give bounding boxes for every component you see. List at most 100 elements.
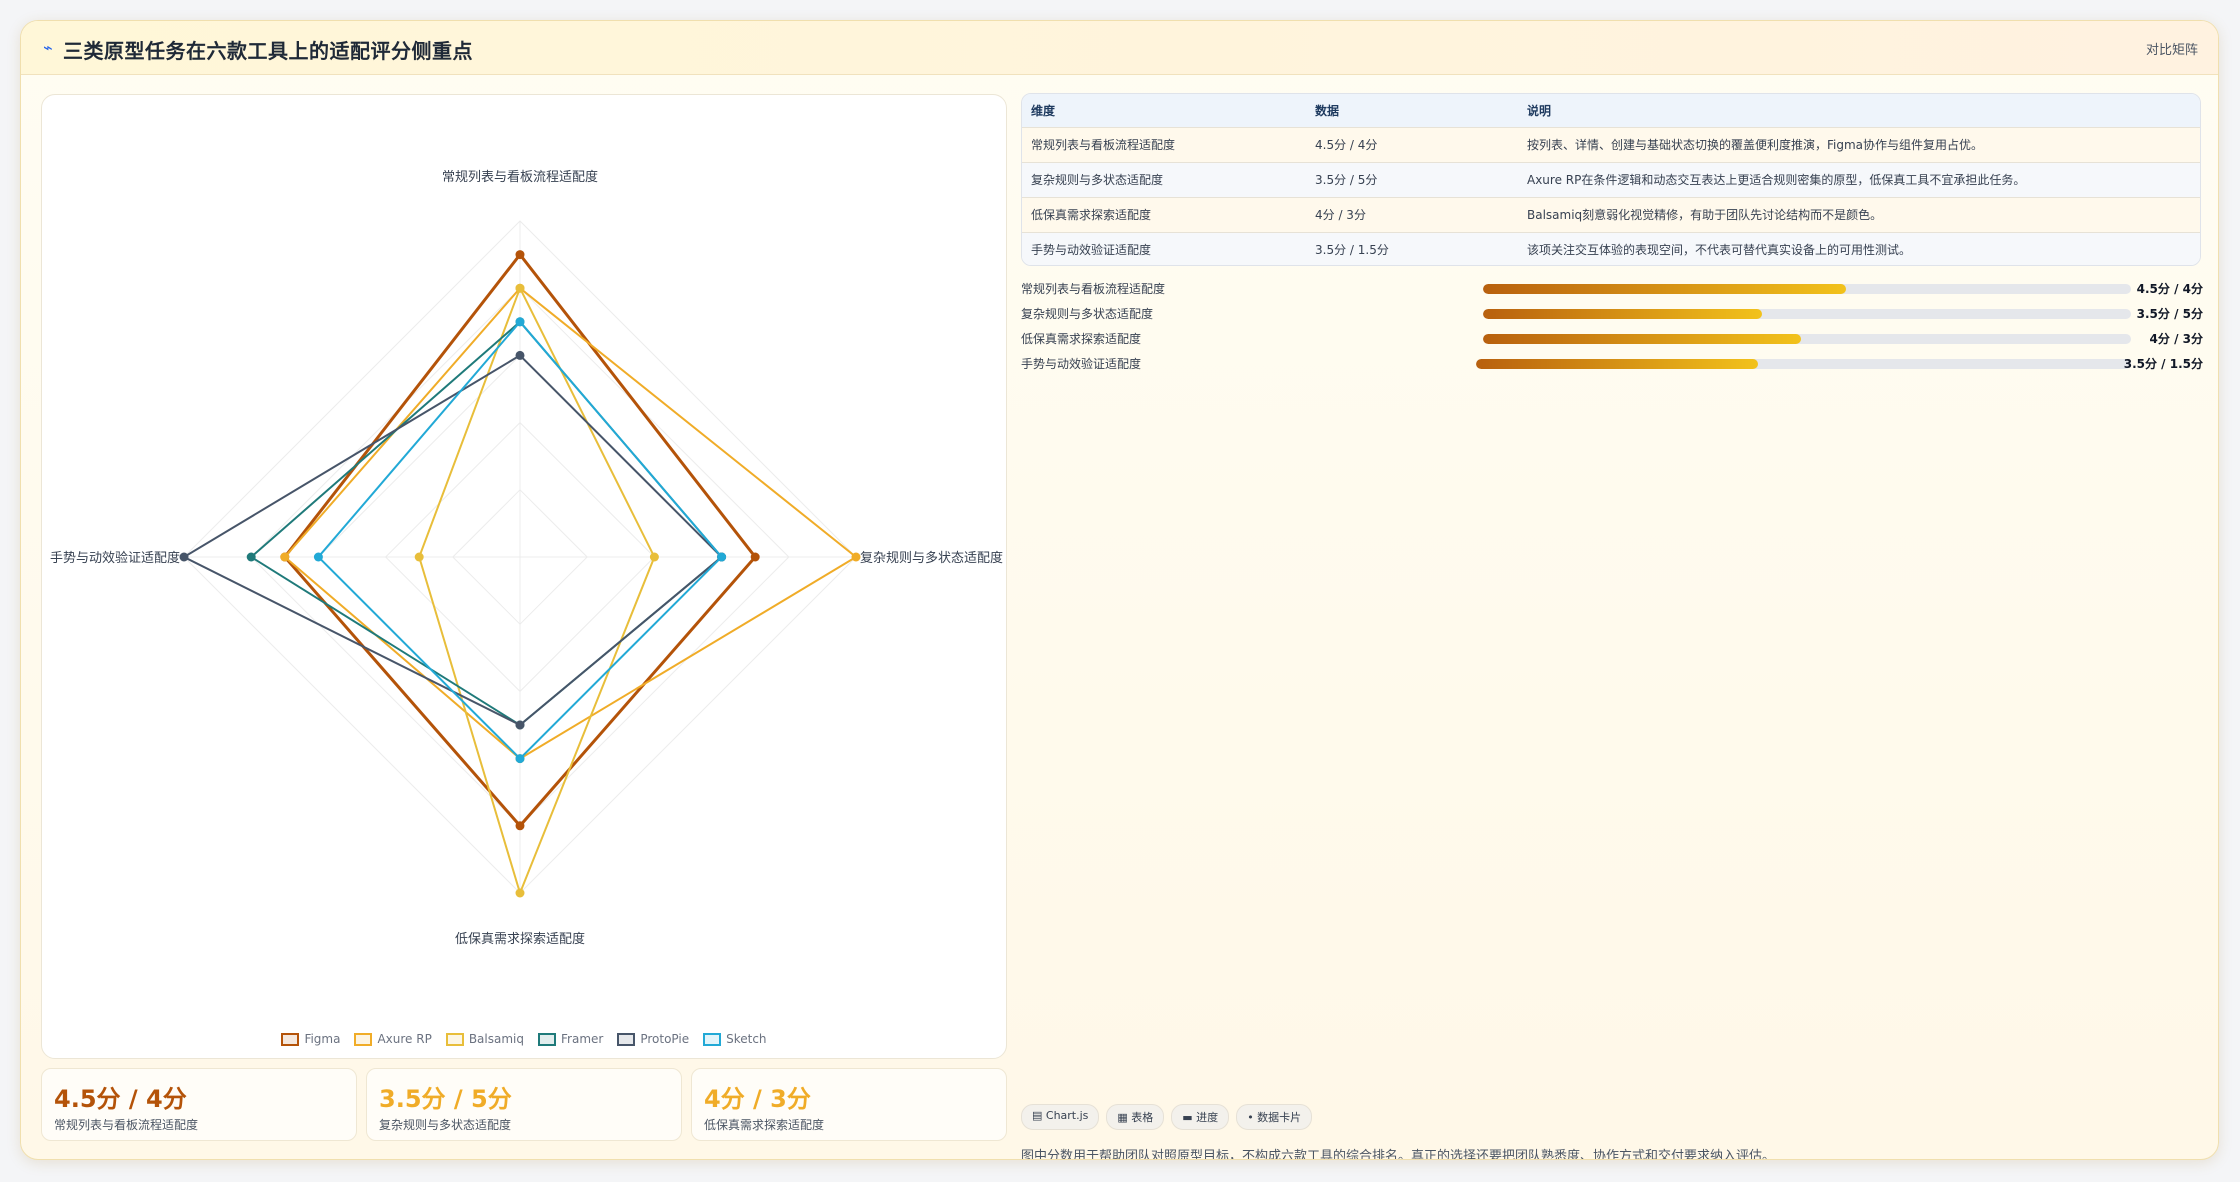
data-point xyxy=(515,350,525,360)
stat-label: 复杂规则与多状态适配度 xyxy=(379,1118,512,1132)
series-line xyxy=(283,286,858,760)
legend-swatch xyxy=(354,1032,373,1046)
legend-label: ProtoPie xyxy=(640,1032,690,1046)
data-point xyxy=(246,552,256,562)
progress-value: 4.5分 / 4分 xyxy=(2136,282,2203,296)
data-point xyxy=(649,552,659,562)
table-cell: 4分 / 3分 xyxy=(1315,208,1366,222)
stat-value: 4分 / 3分 xyxy=(704,1085,811,1113)
progress-value: 3.5分 / 5分 xyxy=(2136,307,2203,321)
stat-card-2: 3.5分 / 5分 复杂规则与多状态适配度 xyxy=(366,1068,682,1141)
stat-card-3: 4分 / 3分 低保真需求探索适配度 xyxy=(691,1068,1007,1141)
tag-data-cards[interactable]: • 数据卡片 xyxy=(1236,1104,1313,1130)
page-title: 三类原型任务在六款工具上的适配评分侧重点 xyxy=(63,39,473,63)
data-point xyxy=(515,720,525,730)
axis-label: 复杂规则与多状态适配度 xyxy=(860,550,1003,566)
chart-line-icon: ⌁ xyxy=(43,38,53,57)
legend-swatch xyxy=(281,1032,300,1046)
table-row: 常规列表与看板流程适配度 4.5分 / 4分 按列表、详情、创建与基础状态切换的… xyxy=(1022,127,2200,162)
stat-value: 4.5分 / 4分 xyxy=(54,1085,187,1113)
data-point xyxy=(515,283,525,293)
table-cell: Axure RP在条件逻辑和动态交互表达上更适合规则密集的原型，低保真工具不宜承… xyxy=(1527,173,2026,187)
progress-track xyxy=(1483,334,2131,344)
table-cell: 4.5分 / 4分 xyxy=(1315,138,1378,152)
stat-card-1: 4.5分 / 4分 常规列表与看板流程适配度 xyxy=(41,1068,357,1141)
legend-item[interactable]: Figma xyxy=(281,1030,340,1048)
chart-legend: Figma Axure RP Balsamiq Framer ProtoPie Sketc… xyxy=(42,1030,1006,1048)
table-header-dimension[interactable]: 维度 xyxy=(1031,103,1056,118)
radar-chart-panel: 常规列表与看板流程适配度复杂规则与多状态适配度低保真需求探索适配度 手势与动效验证… xyxy=(41,94,1007,1059)
header-bar: ⌁ 三类原型任务在六款工具上的适配评分侧重点 对比矩阵 xyxy=(21,21,2218,75)
data-point xyxy=(515,754,525,764)
axis-label: 常规列表与看板流程适配度 xyxy=(442,169,598,185)
table-cell: 低保真需求探索适配度 xyxy=(1031,208,1152,222)
data-point xyxy=(717,552,727,562)
data-point xyxy=(515,317,525,327)
legend-label: Axure RP xyxy=(377,1032,432,1046)
data-point xyxy=(851,552,861,562)
legend-label: Framer xyxy=(561,1032,604,1046)
progress-list: 常规列表与看板流程适配度 4.5分 / 4分 复杂规则与多状态适配度 3.5分 … xyxy=(1021,278,2203,378)
tag-progress[interactable]: ▬ 进度 xyxy=(1171,1104,1230,1130)
table-row: 复杂规则与多状态适配度 3.5分 / 5分 Axure RP在条件逻辑和动态交互… xyxy=(1022,162,2200,197)
axis-label: 低保真需求探索适配度 xyxy=(455,931,585,947)
data-table: 维度 数据 说明 常规列表与看板流程适配度 4.5分 / 4分 按列表、详情、创… xyxy=(1022,94,2200,265)
tag-table[interactable]: ▦ 表格 xyxy=(1106,1104,1165,1130)
progress-track xyxy=(1483,309,2131,319)
progress-row: 复杂规则与多状态适配度 3.5分 / 5分 xyxy=(1021,303,2203,328)
tag-chartjs[interactable]: ▤ Chart.js xyxy=(1021,1104,1100,1130)
legend-swatch xyxy=(538,1032,556,1046)
stat-label: 常规列表与看板流程适配度 xyxy=(54,1118,199,1132)
data-point xyxy=(515,821,525,831)
footnote: 图中分数用于帮助团队对照原型目标，不构成六款工具的综合排名。真正的选择还要把团队… xyxy=(1021,1149,1776,1160)
data-point xyxy=(515,250,525,260)
legend-item[interactable]: ProtoPie xyxy=(617,1030,689,1048)
data-point xyxy=(280,552,290,562)
table-cell: 手势与动效验证适配度 xyxy=(1031,243,1152,258)
progress-value: 3.5分 / 1.5分 xyxy=(2123,357,2203,371)
table-row: 低保真需求探索适配度 4分 / 3分 Balsamiq刻意弱化视觉精修，有助于团… xyxy=(1022,197,2200,232)
progress-label: 手势与动效验证适配度 xyxy=(1021,357,1142,371)
legend-label: Figma xyxy=(304,1032,341,1046)
stat-label: 低保真需求探索适配度 xyxy=(704,1118,825,1132)
legend-swatch xyxy=(703,1032,722,1046)
table-header-note[interactable]: 说明 xyxy=(1527,103,1552,118)
progress-fill xyxy=(1483,284,1846,294)
legend-item[interactable]: Balsamiq xyxy=(445,1030,524,1048)
table-cell: 按列表、详情、创建与基础状态切换的覆盖便利度推演，Figma协作与组件复用占优。 xyxy=(1527,138,1984,152)
table-cell: 常规列表与看板流程适配度 xyxy=(1031,138,1176,152)
legend-swatch xyxy=(617,1032,636,1046)
legend-swatch xyxy=(445,1032,464,1046)
progress-label: 常规列表与看板流程适配度 xyxy=(1021,282,1166,296)
progress-fill xyxy=(1476,359,1758,369)
data-point xyxy=(313,552,323,562)
legend-item[interactable]: Sketch xyxy=(703,1030,767,1048)
legend-label: Sketch xyxy=(726,1032,767,1046)
tag-list: ▤ Chart.js ▦ 表格 ▬ 进度 • 数据卡片 xyxy=(1021,1104,1313,1130)
dashboard-frame: ⌁ 三类原型任务在六款工具上的适配评分侧重点 对比矩阵 常规列表与看板流程适配度… xyxy=(20,20,2219,1160)
table-cell: 3.5分 / 1.5分 xyxy=(1315,243,1389,258)
legend-label: Balsamiq xyxy=(468,1032,524,1046)
table-header-data[interactable]: 数据 xyxy=(1315,103,1340,118)
progress-value: 4分 / 3分 xyxy=(2149,332,2203,346)
legend-item[interactable]: Framer xyxy=(538,1030,603,1048)
progress-label: 低保真需求探索适配度 xyxy=(1021,332,1142,346)
progress-label: 复杂规则与多状态适配度 xyxy=(1021,307,1154,321)
table-row: 手势与动效验证适配度 3.5分 / 1.5分 该项关注交互体验的表现空间，不代表… xyxy=(1022,232,2200,265)
axis-label: 手势与动效验证适配度 xyxy=(50,550,180,566)
table-cell: 复杂规则与多状态适配度 xyxy=(1031,173,1164,187)
progress-track xyxy=(1483,284,2131,294)
progress-row: 低保真需求探索适配度 4分 / 3分 xyxy=(1021,328,2203,353)
data-table-wrapper: 维度 数据 说明 常规列表与看板流程适配度 4.5分 / 4分 按列表、详情、创… xyxy=(1021,93,2201,266)
compare-matrix-link[interactable]: 对比矩阵 xyxy=(2145,43,2198,58)
table-cell: 该项关注交互体验的表现空间，不代表可替代真实设备上的可用性测试。 xyxy=(1527,243,1912,258)
progress-row: 常规列表与看板流程适配度 4.5分 / 4分 xyxy=(1021,278,2203,303)
data-point xyxy=(750,552,760,562)
legend-item[interactable]: Axure RP xyxy=(354,1030,432,1048)
table-cell: 3.5分 / 5分 xyxy=(1315,173,1378,187)
progress-track xyxy=(1476,359,2131,369)
progress-row: 手势与动效验证适配度 3.5分 / 1.5分 xyxy=(1021,353,2203,378)
data-point xyxy=(414,552,424,562)
data-point xyxy=(515,888,525,898)
